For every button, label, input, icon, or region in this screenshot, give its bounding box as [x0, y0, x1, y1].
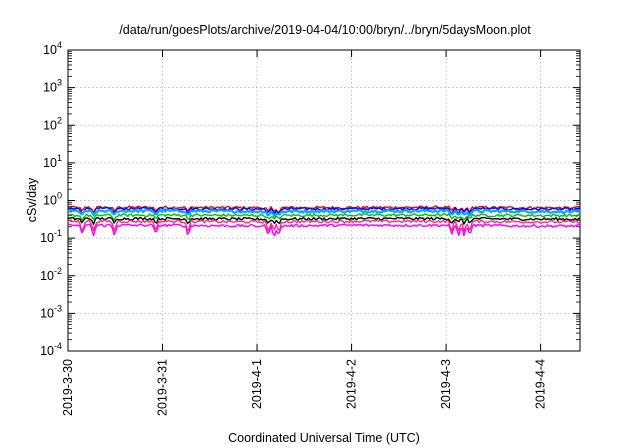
series-line — [67, 216, 581, 225]
y-tick-base: 10 — [43, 81, 57, 95]
y-tick-base: 10 — [40, 231, 54, 245]
series-path — [67, 216, 581, 225]
x-axis-label: Coordinated Universal Time (UTC) — [228, 431, 420, 445]
y-tick-label: 10-1 — [40, 228, 62, 245]
series-path — [67, 206, 581, 215]
x-tick-label: 2019-3-30 — [61, 359, 75, 416]
x-axis: 2019-3-30 2019-3-31 2019-4-1 2019-4-2 2019-4… — [61, 50, 548, 416]
y-tick-base: 10 — [43, 118, 57, 132]
x-tick-label: 2019-4-1 — [250, 359, 264, 409]
y-tick-exponent: -1 — [54, 228, 62, 238]
y-tick-exponent: 3 — [57, 78, 62, 88]
y-tick-label: 100 — [43, 191, 62, 208]
series-layer — [67, 205, 581, 237]
x-tick-label: 2019-4-2 — [345, 359, 359, 409]
series-path — [67, 208, 581, 218]
y-tick-exponent: 1 — [57, 153, 62, 163]
y-tick-base: 10 — [43, 156, 57, 170]
y-tick-label: 103 — [43, 78, 62, 95]
series-line — [67, 213, 581, 221]
grid — [68, 50, 580, 351]
y-tick-exponent: -3 — [54, 303, 62, 313]
series-line — [67, 206, 581, 215]
series-line — [67, 219, 581, 233]
y-tick-base: 10 — [40, 306, 54, 320]
y-tick-base: 10 — [43, 43, 57, 57]
y-tick-base: 10 — [43, 194, 57, 208]
x-tick-label: 2019-3-31 — [156, 359, 170, 416]
chart-title: /data/run/goesPlots/archive/2019-04-04/1… — [119, 23, 531, 37]
y-tick-base: 10 — [40, 269, 54, 283]
y-tick-exponent: 4 — [57, 40, 62, 50]
y-tick-label: 10-4 — [40, 341, 62, 358]
y-tick-exponent: 0 — [57, 191, 62, 201]
series-line — [67, 223, 581, 237]
y-tick-exponent: -4 — [54, 341, 62, 351]
series-path — [67, 213, 581, 221]
x-tick-label: 2019-4-3 — [439, 359, 453, 409]
series-path — [67, 223, 581, 237]
x-tick-label: 2019-4-4 — [534, 359, 548, 409]
series-path — [67, 219, 581, 233]
y-tick-label: 104 — [43, 40, 62, 57]
series-line — [67, 205, 581, 214]
y-tick-exponent: 2 — [57, 115, 62, 125]
y-tick-label: 10-2 — [40, 266, 62, 283]
y-tick-label: 101 — [43, 153, 62, 170]
y-tick-label: 102 — [43, 115, 62, 132]
y-axis-label: cSv/day — [25, 177, 39, 222]
y-tick-base: 10 — [40, 344, 54, 358]
series-line — [67, 208, 581, 218]
series-path — [67, 205, 581, 214]
y-tick-label: 10-3 — [40, 303, 62, 320]
y-tick-exponent: -2 — [54, 266, 62, 276]
